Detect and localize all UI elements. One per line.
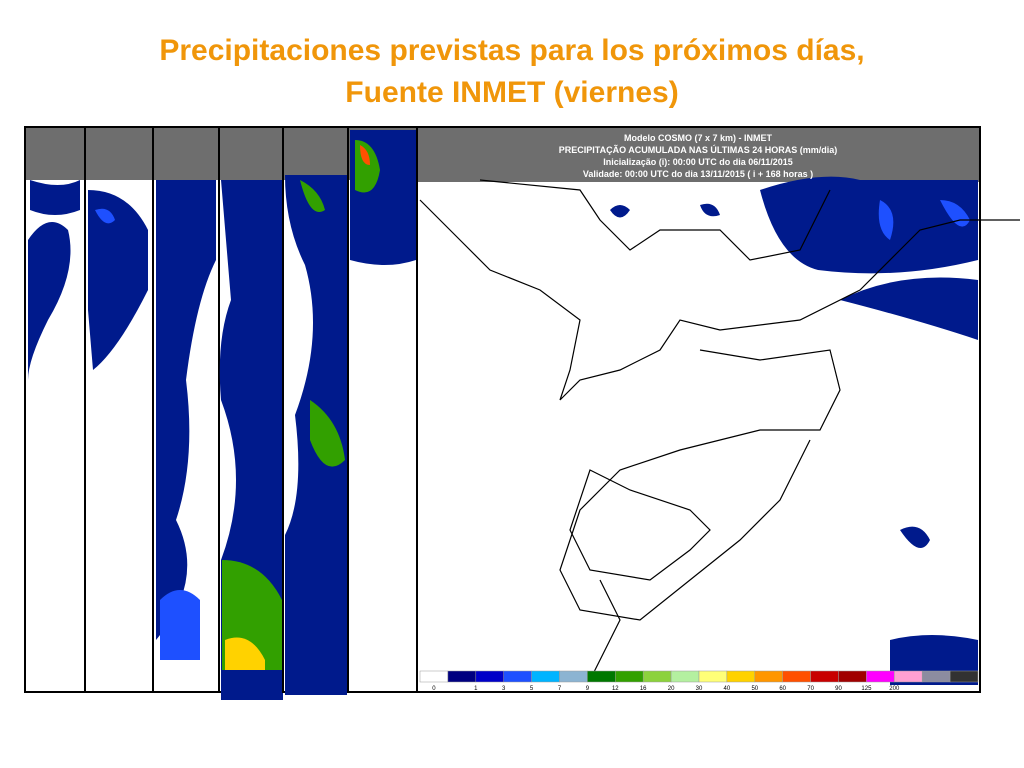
legend-swatch [503,670,532,683]
legend-swatch [670,670,700,683]
legend-label: 5 [530,686,534,692]
legend-swatch [587,670,616,683]
legend-label: 7 [558,686,562,692]
legend-swatch [921,670,951,683]
legend: 0 1 3 5 7 9 12 16 20 30 40 50 60 70 90 125 200 [419,670,979,692]
title-line: Precipitaciones previstas para los próxi… [159,34,865,67]
borders [419,179,1020,681]
legend-label: 1 [474,686,478,692]
legend-swatch [698,670,728,683]
legend-label: 50 [751,686,758,692]
legend-label: 12 [612,686,619,692]
legend-label: 20 [668,686,675,692]
map-valid: Validade: 00:00 UTC do dia 13/11/2015 ( … [583,169,813,179]
legend-label: 16 [640,686,647,692]
legend-swatch [447,670,477,683]
legend-swatch [838,670,867,683]
legend-swatch [894,670,923,683]
legend-swatch [754,670,783,683]
legend-swatch [419,670,449,683]
legend-swatch [475,670,504,683]
legend-label: 60 [779,686,786,692]
legend-label: 9 [586,686,590,692]
legend-swatch [559,670,588,683]
front-frame [416,126,1020,693]
legend-label: 125 [861,686,872,692]
legend-swatch [810,670,839,683]
legend-label: 200 [889,686,900,692]
map-init: Inicialização (i): 00:00 UTC do dia 06/1… [603,157,793,167]
legend-swatch [782,670,811,683]
legend-label: 0 [432,686,436,692]
legend-label: 30 [696,686,703,692]
legend-swatch [866,670,895,683]
legend-swatch [531,670,560,683]
legend-swatch [949,670,979,683]
map-product: PRECIPITAÇÃO ACUMULADA NAS ÚLTIMAS 24 HO… [559,144,838,155]
map-model: Modelo COSMO (7 x 7 km) - INMET [624,133,773,143]
legend-label: 3 [502,686,506,692]
title-line: Fuente INMET (viernes) [345,76,679,109]
legend-label: 90 [835,686,842,692]
legend-label: 70 [807,686,814,692]
legend-label: 40 [724,686,731,692]
legend-swatch [615,670,644,683]
legend-swatch [642,670,672,683]
legend-swatch [726,670,756,683]
